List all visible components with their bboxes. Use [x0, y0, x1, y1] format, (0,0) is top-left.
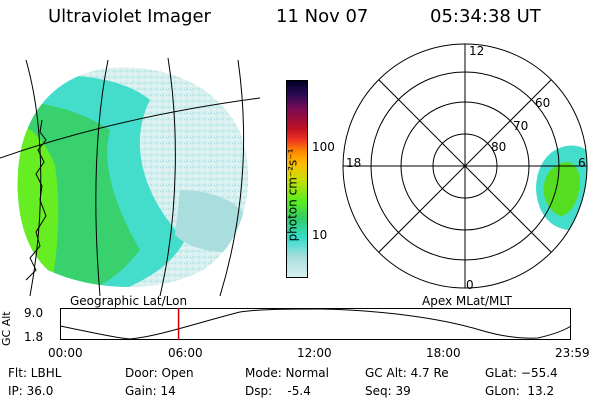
time-tick-0000: 00:00: [48, 346, 83, 360]
info-filter: Flt: LBHL: [8, 366, 62, 380]
left-panel-caption: Geographic Lat/Lon: [70, 294, 188, 308]
polar-grid: [342, 43, 588, 289]
colorbar-unit-label: photon cm⁻²s⁻¹: [285, 148, 300, 242]
alt-ytick-bottom: 1.8: [24, 330, 44, 344]
coastline: [25, 119, 47, 281]
mlt-label-6: 6: [578, 156, 586, 170]
time-tick-0600: 06:00: [168, 346, 203, 360]
polar-aurora-green: [543, 162, 580, 216]
info-dsp: Dsp: -5.4: [245, 384, 311, 398]
mlat-label-80: 80: [491, 140, 507, 154]
gc-alt-axis-label: GC Alt: [0, 311, 13, 346]
mlat-label-70: 70: [513, 119, 529, 133]
colorbar: [286, 80, 308, 278]
info-seq: Seq: 39: [365, 384, 411, 398]
alt-ytick-top: 9.0: [24, 306, 44, 320]
time-tick-2359: 23:59: [555, 346, 590, 360]
date-label: 11 Nov 07: [276, 6, 369, 27]
info-mode: Mode: Normal: [245, 366, 329, 380]
instrument-title: Ultraviolet Imager: [48, 6, 211, 27]
geographic-image: [0, 57, 261, 296]
info-gc-alt: GC Alt: 4.7 Re: [365, 366, 449, 380]
colorbar-tick-100: 100: [312, 140, 335, 154]
time-tick-1800: 18:00: [426, 346, 461, 360]
info-gain: Gain: 14: [125, 384, 176, 398]
mlt-label-18: 18: [346, 156, 362, 170]
altitude-curve: [60, 308, 572, 340]
time-label: 05:34:38 UT: [430, 6, 541, 27]
mlat-label-60: 60: [535, 96, 551, 110]
mlt-label-12: 12: [469, 44, 485, 58]
right-panel-caption: Apex MLat/MLT: [422, 294, 512, 308]
info-door: Door: Open: [125, 366, 194, 380]
altitude-plot: [60, 308, 572, 340]
info-ip: IP: 36.0: [8, 384, 54, 398]
polar-plot: [342, 43, 588, 289]
mlt-label-0: 0: [466, 278, 474, 292]
info-glat: GLat: −55.4: [485, 366, 558, 380]
time-tick-1200: 12:00: [297, 346, 332, 360]
info-glon: GLon: 13.2: [485, 384, 555, 398]
colorbar-tick-10: 10: [312, 228, 328, 242]
